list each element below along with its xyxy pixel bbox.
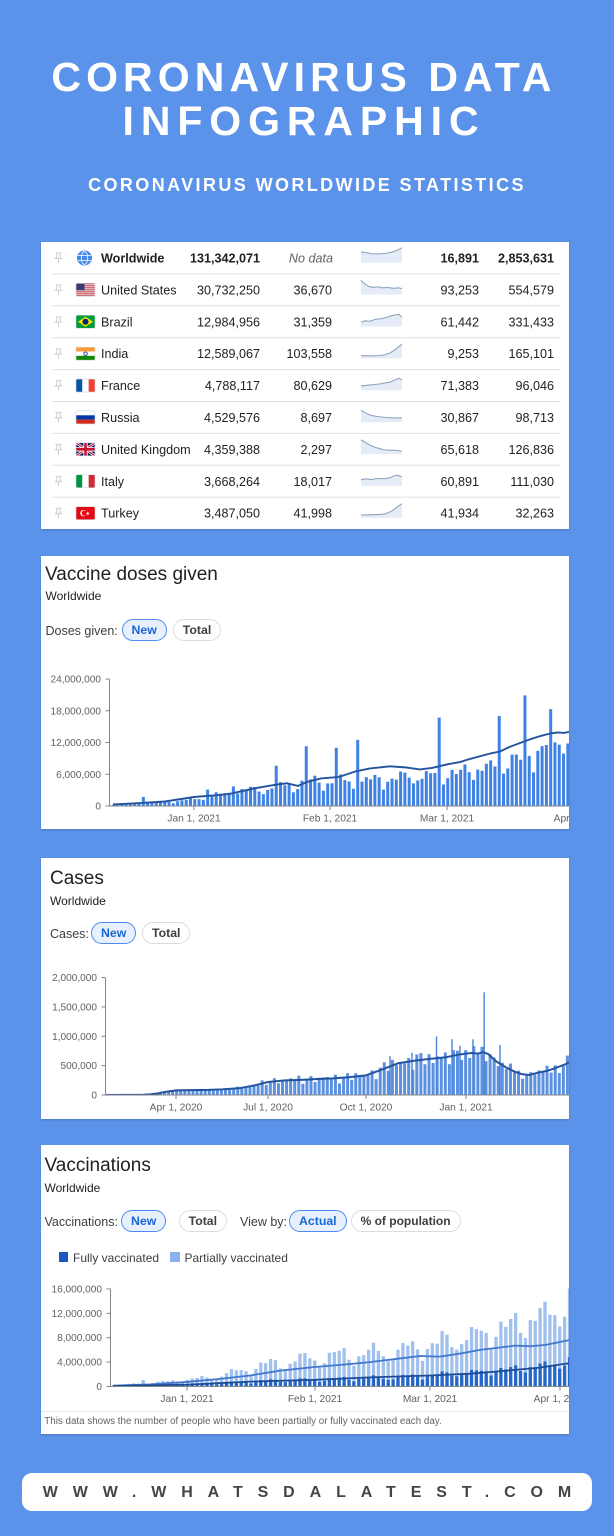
svg-text:12,984,956: 12,984,956 (197, 315, 260, 329)
svg-text:4,000,000: 4,000,000 (57, 1358, 102, 1369)
svg-text:Mar 1, 2021: Mar 1, 2021 (403, 1394, 458, 1405)
svg-text:80,629: 80,629 (293, 379, 332, 393)
svg-text:103,558: 103,558 (286, 347, 332, 361)
svg-text:16,000,000: 16,000,000 (51, 1284, 102, 1295)
svg-text:500,000: 500,000 (61, 1061, 98, 1072)
svg-text:12,589,067: 12,589,067 (197, 347, 260, 361)
svg-text:3,668,264: 3,668,264 (204, 475, 260, 489)
svg-text:Apr 1, 2021: Apr 1, 2021 (534, 1394, 587, 1405)
svg-text:30,732,250: 30,732,250 (197, 283, 260, 297)
svg-text:111,030: 111,030 (510, 475, 554, 489)
svg-text:0: 0 (91, 1091, 97, 1102)
svg-text:41,998: 41,998 (293, 507, 332, 521)
svg-text:Apr 1, 2021: Apr 1, 2021 (554, 814, 607, 825)
svg-text:0: 0 (95, 802, 101, 813)
svg-text:Jan 1, 2021: Jan 1, 2021 (439, 1103, 493, 1114)
svg-text:2,853,631: 2,853,631 (498, 251, 554, 265)
svg-text:18,017: 18,017 (293, 475, 332, 489)
svg-text:331,433: 331,433 (508, 315, 554, 329)
svg-text:32,263: 32,263 (515, 507, 554, 521)
svg-text:41,934: 41,934 (440, 507, 479, 521)
svg-text:6,000,000: 6,000,000 (56, 770, 101, 781)
svg-text:Oct 1, 2020: Oct 1, 2020 (340, 1103, 393, 1114)
svg-text:61,442: 61,442 (440, 315, 479, 329)
svg-text:12,000,000: 12,000,000 (51, 1309, 102, 1320)
svg-text:Jan 1, 2021: Jan 1, 2021 (167, 814, 221, 825)
svg-text:126,836: 126,836 (508, 443, 554, 457)
svg-text:65,618: 65,618 (440, 443, 479, 457)
svg-text:131,342,071: 131,342,071 (190, 251, 260, 265)
svg-text:93,253: 93,253 (440, 283, 479, 297)
svg-text:Jul 1, 2020: Jul 1, 2020 (243, 1103, 293, 1114)
svg-text:60,891: 60,891 (440, 475, 479, 489)
svg-text:16,891: 16,891 (440, 251, 479, 265)
svg-text:554,579: 554,579 (508, 283, 554, 297)
svg-text:United Kingdom: United Kingdom (101, 443, 191, 457)
svg-text:No data: No data (289, 251, 333, 265)
svg-text:8,000,000: 8,000,000 (57, 1333, 102, 1344)
svg-text:4,359,388: 4,359,388 (204, 443, 260, 457)
svg-text:24,000,000: 24,000,000 (50, 675, 101, 686)
svg-text:Brazil: Brazil (101, 315, 133, 329)
svg-text:Russia: Russia (101, 411, 140, 425)
svg-text:0: 0 (96, 1382, 102, 1393)
svg-text:India: India (101, 347, 128, 361)
svg-text:Turkey: Turkey (101, 507, 140, 521)
svg-text:9,253: 9,253 (447, 347, 479, 361)
svg-text:36,670: 36,670 (293, 283, 332, 297)
svg-text:Worldwide: Worldwide (101, 251, 164, 265)
svg-text:1,500,000: 1,500,000 (52, 1002, 97, 1013)
svg-text:4,529,576: 4,529,576 (204, 411, 260, 425)
svg-text:1,000,000: 1,000,000 (52, 1032, 97, 1043)
svg-text:2,297: 2,297 (300, 443, 332, 457)
svg-text:96,046: 96,046 (515, 379, 554, 393)
svg-text:3,487,050: 3,487,050 (204, 507, 260, 521)
svg-text:Mar 1, 2021: Mar 1, 2021 (420, 814, 475, 825)
svg-text:Apr 1, 2020: Apr 1, 2020 (150, 1103, 203, 1114)
svg-text:30,867: 30,867 (440, 411, 479, 425)
svg-text:2,000,000: 2,000,000 (52, 973, 97, 984)
svg-text:165,101: 165,101 (508, 347, 554, 361)
svg-text:Jan 1, 2021: Jan 1, 2021 (160, 1394, 214, 1405)
svg-text:United States: United States (101, 283, 177, 297)
svg-text:France: France (101, 379, 140, 393)
svg-text:Feb 1, 2021: Feb 1, 2021 (288, 1394, 343, 1405)
svg-text:18,000,000: 18,000,000 (50, 706, 101, 717)
svg-text:Italy: Italy (101, 475, 125, 489)
svg-text:Feb 1, 2021: Feb 1, 2021 (303, 814, 358, 825)
svg-text:71,383: 71,383 (440, 379, 479, 393)
svg-text:4,788,117: 4,788,117 (205, 379, 260, 393)
svg-text:31,359: 31,359 (293, 315, 332, 329)
svg-text:8,697: 8,697 (300, 411, 332, 425)
svg-text:12,000,000: 12,000,000 (50, 738, 101, 749)
svg-text:98,713: 98,713 (515, 411, 554, 425)
